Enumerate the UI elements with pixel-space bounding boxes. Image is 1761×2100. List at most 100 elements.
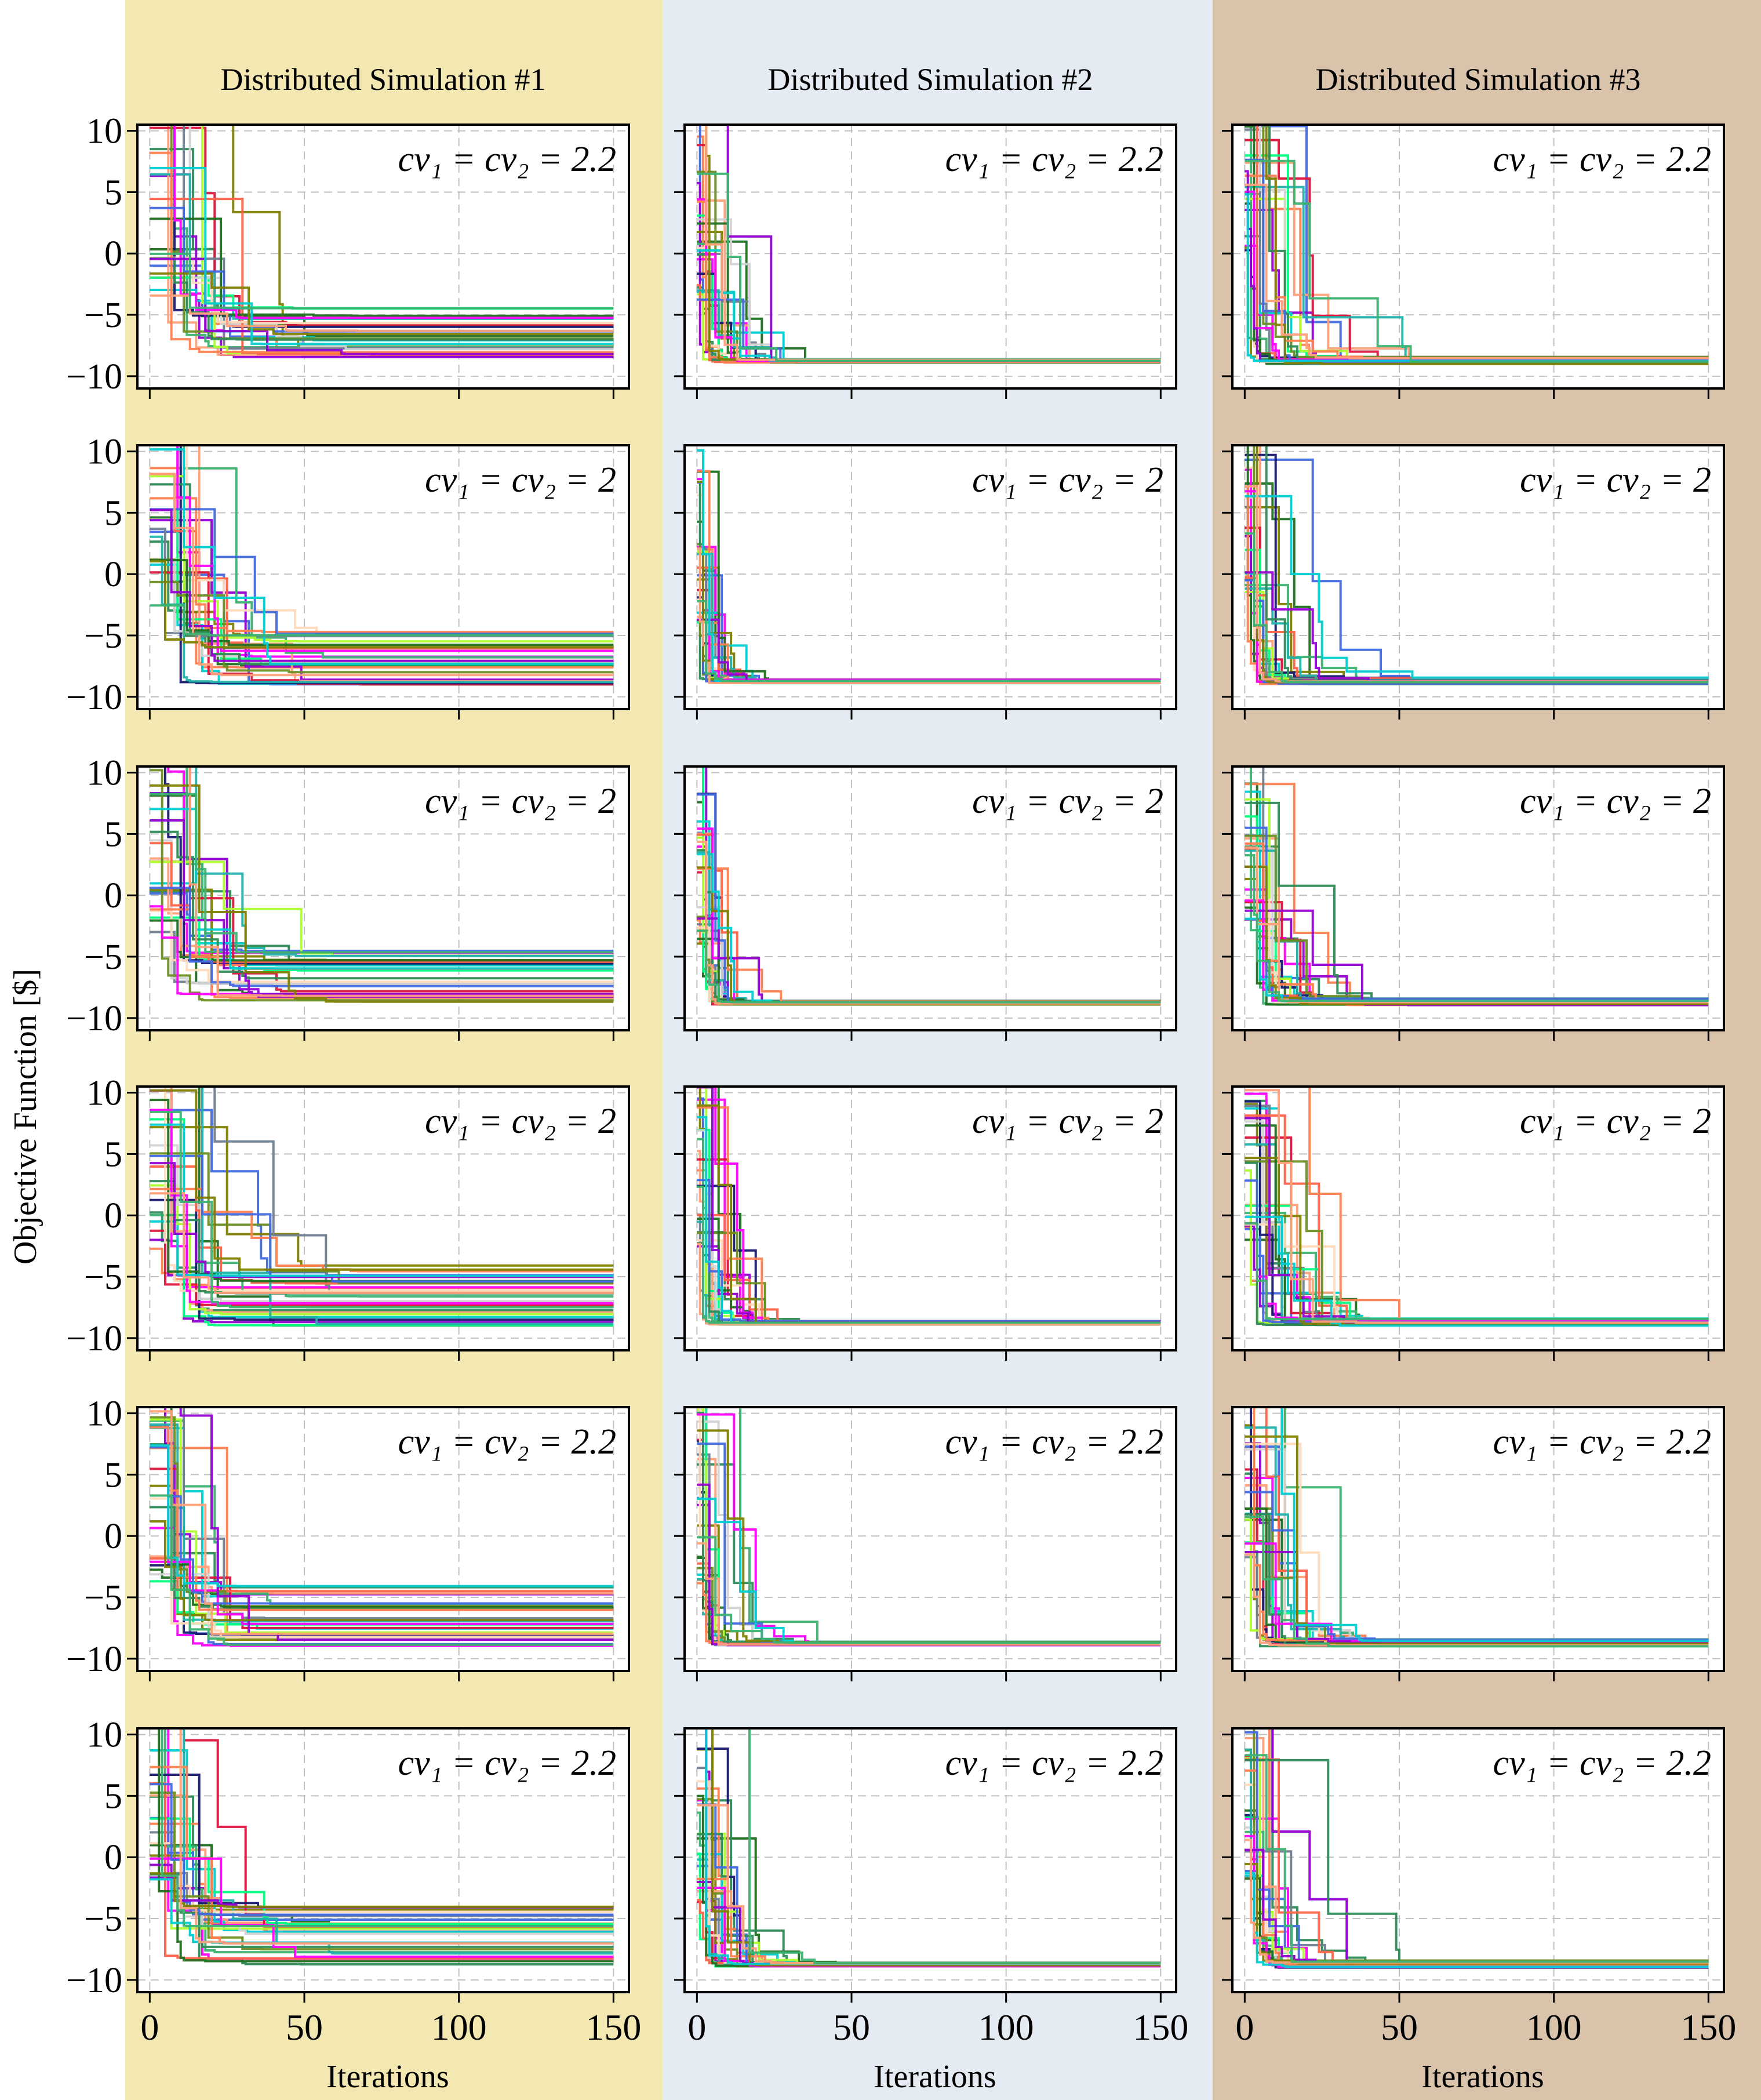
y-tick-label: 10 — [86, 1394, 122, 1434]
plot-area — [1232, 1087, 1724, 1350]
plot-area — [1232, 766, 1724, 1030]
series-line — [697, 449, 1161, 682]
x-tick-label: 50 — [833, 2007, 870, 2048]
series-group — [1245, 1728, 1709, 1969]
plot-frame — [136, 765, 630, 1031]
annotation-label: cv₁ = cv₂ = 2 — [425, 782, 616, 821]
plot-area — [685, 1087, 1176, 1350]
plot-frame — [1231, 444, 1725, 710]
subplot-r2-c1: 10 5 0 −5 −10 cv₁ = cv₂ = 2 — [66, 433, 630, 720]
series-line — [150, 784, 614, 1003]
subplot-r1-c3: cv₁ = cv₂ = 2.2 Distributed Simulation #3 — [1222, 62, 1725, 399]
y-tick-label: −5 — [84, 616, 122, 656]
series-line — [150, 1410, 614, 1635]
series-group — [697, 125, 1161, 364]
plot-area — [1232, 125, 1724, 388]
x-axis-label: Iterations — [874, 2059, 996, 2095]
series-group — [1245, 1087, 1709, 1327]
annotation-label: cv₁ = cv₂ = 2.2 — [1493, 1743, 1711, 1783]
series-line — [150, 1162, 614, 1278]
series-line — [697, 1542, 1161, 1646]
series-line — [150, 272, 614, 335]
subplot-r3-c3: cv₁ = cv₂ = 2 — [1222, 765, 1725, 1041]
series-line — [697, 1214, 1161, 1323]
series-line — [1245, 1839, 1709, 1964]
x-tick-label: 150 — [1680, 2007, 1736, 2048]
series-line — [150, 1192, 614, 1294]
series-line — [150, 1872, 614, 1908]
subplot-r1-c2: cv₁ = cv₂ = 2.2 Distributed Simulation #2 — [674, 62, 1177, 399]
series-line — [705, 1728, 1161, 1965]
plot-frame — [136, 444, 630, 710]
series-line — [179, 1728, 614, 1945]
series-line — [697, 1185, 1161, 1324]
series-line — [150, 475, 614, 643]
series-line — [150, 1494, 614, 1646]
subplot-r3-c1: 10 5 0 −5 −10 cv₁ = cv₂ = 2 — [66, 754, 630, 1041]
plot-area — [685, 445, 1176, 709]
series-line — [150, 1416, 614, 1608]
series-line — [1280, 1407, 1709, 1642]
series-line — [150, 294, 614, 332]
series-line — [697, 1138, 1161, 1323]
plot-frame — [136, 1085, 630, 1351]
series-group — [697, 766, 1161, 1006]
plot-frame — [683, 765, 1177, 1031]
annotation-label: cv₁ = cv₂ = 2.2 — [398, 140, 616, 179]
series-line — [150, 257, 614, 341]
plot-area — [685, 1728, 1176, 1992]
series-line — [150, 257, 614, 355]
series-line — [150, 151, 614, 354]
series-line — [213, 1087, 614, 1293]
series-line — [150, 166, 614, 346]
plot-area — [685, 766, 1176, 1030]
x-axis-label: Iterations — [1421, 2059, 1544, 2095]
annotation-label: cv₁ = cv₂ = 2 — [972, 460, 1163, 500]
plot-frame — [136, 1406, 630, 1672]
column-title: Distributed Simulation #3 — [1316, 62, 1641, 97]
series-group — [150, 445, 614, 686]
x-tick-label: 100 — [431, 2007, 487, 2048]
series-line — [150, 217, 614, 317]
plot-frame — [1231, 1406, 1725, 1672]
plot-frame — [1231, 123, 1725, 390]
y-tick-label: 0 — [104, 876, 122, 915]
series-line — [150, 793, 614, 954]
annotation-label: cv₁ = cv₂ = 2.2 — [945, 1743, 1163, 1783]
annotation-label: cv₁ = cv₂ = 2 — [1520, 782, 1711, 821]
series-line — [201, 1087, 614, 1325]
subplot-r5-c1: 10 5 0 −5 −10 cv₁ = cv₂ = 2.2 — [66, 1394, 630, 1681]
x-tick-label: 150 — [1133, 2007, 1188, 2048]
series-line — [183, 1728, 614, 1935]
y-axis-label: Objective Function [$] — [8, 969, 43, 1265]
series-group — [150, 125, 614, 358]
annotation-label: cv₁ = cv₂ = 2.2 — [398, 1422, 616, 1462]
series-line — [150, 892, 614, 952]
series-line — [150, 1229, 614, 1307]
plot-frame — [1231, 1727, 1725, 1993]
series-line — [1245, 1222, 1709, 1321]
annotation-label: cv₁ = cv₂ = 2.2 — [1493, 140, 1711, 179]
y-tick-label: −10 — [66, 678, 122, 717]
series-line — [697, 840, 1161, 1005]
series-line — [697, 600, 1161, 682]
series-line — [150, 1118, 614, 1327]
y-tick-label: 5 — [104, 1135, 122, 1174]
series-line — [150, 473, 614, 677]
series-line — [150, 919, 614, 962]
series-line — [150, 508, 614, 635]
series-line — [1245, 159, 1709, 363]
series-group — [697, 449, 1161, 685]
series-line — [150, 604, 614, 637]
y-tick-label: −5 — [84, 1258, 122, 1297]
series-line — [150, 905, 614, 995]
subplot-r4-c2: cv₁ = cv₂ = 2 — [674, 1085, 1177, 1361]
annotation-label: cv₁ = cv₂ = 2.2 — [945, 1422, 1163, 1462]
y-tick-label: 0 — [104, 555, 122, 594]
y-tick-label: −10 — [66, 1319, 122, 1358]
plot-frame — [683, 444, 1177, 710]
y-tick-label: 10 — [86, 1074, 122, 1113]
series-line — [161, 1728, 614, 1927]
series-group — [1245, 125, 1709, 365]
plot-frame — [683, 1085, 1177, 1351]
